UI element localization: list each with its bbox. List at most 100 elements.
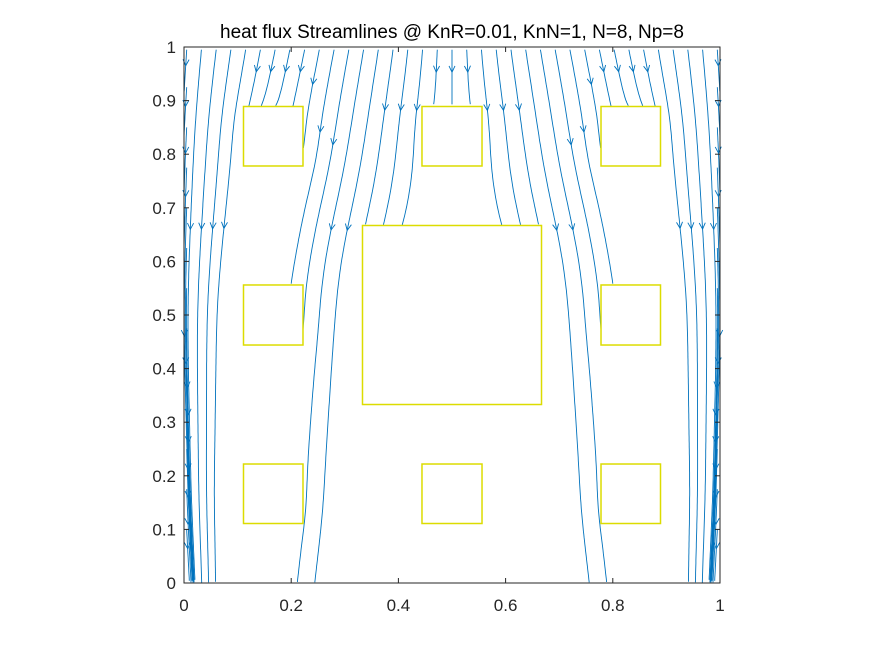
streamline-arrow bbox=[483, 103, 491, 112]
x-tick-label: 0 bbox=[179, 596, 188, 615]
streamline bbox=[510, 49, 539, 225]
streamline bbox=[525, 49, 590, 583]
streamline-arrow bbox=[713, 542, 721, 550]
streamline-arrow bbox=[586, 77, 594, 86]
streamline-arrow bbox=[253, 64, 261, 73]
streamline-arrow bbox=[317, 125, 325, 134]
streamline bbox=[433, 49, 438, 105]
streamline bbox=[466, 49, 471, 105]
axes-layer: 0 0.2 0.4 0.6 0.8 1 0 0.1 0.2 0.3 0.4 0.5 0.6 0.7 0.8 0… bbox=[152, 38, 724, 615]
streamline bbox=[495, 49, 522, 225]
streamline-arrow bbox=[184, 490, 192, 499]
streamline bbox=[292, 49, 306, 107]
obstacle-bottom-middle bbox=[421, 463, 483, 525]
y-tick-label: 0.6 bbox=[152, 252, 176, 271]
streamline bbox=[275, 49, 291, 106]
x-tick-label: 1 bbox=[715, 596, 724, 615]
streamline-arrow bbox=[328, 223, 336, 232]
streamline bbox=[569, 49, 614, 284]
streamline bbox=[712, 489, 718, 583]
streamline bbox=[584, 49, 602, 149]
streamline-arrow bbox=[712, 517, 720, 526]
streamline bbox=[186, 529, 190, 581]
streamline-arrow bbox=[579, 125, 587, 134]
streamline bbox=[554, 49, 602, 329]
streamline bbox=[481, 49, 503, 226]
streamline bbox=[183, 49, 188, 92]
streamline-arrow bbox=[187, 222, 194, 231]
streamline bbox=[186, 368, 195, 581]
streamline-arrow bbox=[710, 222, 717, 231]
streamline bbox=[628, 49, 644, 106]
streamline-arrow bbox=[310, 77, 318, 86]
y-tick-label: 0.5 bbox=[152, 306, 176, 325]
chart-title: heat flux Streamlines @ KnR=0.01, KnN=1,… bbox=[220, 22, 684, 43]
streamline-arrow bbox=[448, 65, 456, 74]
y-tick-label: 0.9 bbox=[152, 92, 176, 111]
streamlines-layer bbox=[180, 49, 724, 583]
streamline-arrow bbox=[198, 222, 206, 231]
obstacle-bottom-right bbox=[600, 463, 662, 525]
x-tick-label: 0.6 bbox=[494, 596, 518, 615]
obstacle-bottom-left bbox=[242, 463, 304, 525]
streamline-arrow bbox=[712, 463, 720, 471]
y-tick-label: 0.4 bbox=[152, 360, 176, 379]
x-tick-label: 0.2 bbox=[279, 596, 303, 615]
obstacle-top-left bbox=[242, 105, 304, 167]
streamline-arrow bbox=[464, 65, 471, 74]
y-tick-label: 0.1 bbox=[152, 520, 176, 539]
streamline bbox=[290, 49, 335, 284]
streamline-arrow bbox=[183, 542, 191, 550]
streamline-arrow bbox=[552, 223, 560, 232]
streamline bbox=[598, 49, 612, 107]
y-tick-label: 0.2 bbox=[152, 467, 176, 486]
streamline-arrow bbox=[330, 137, 338, 146]
obstacle-middle-left bbox=[242, 284, 304, 346]
streamline-arrow bbox=[221, 221, 228, 230]
streamline bbox=[213, 49, 247, 582]
streamline-arrow bbox=[687, 222, 695, 230]
streamline-arrow bbox=[297, 64, 305, 73]
streamline-arrow bbox=[184, 436, 192, 444]
streamline-arrow bbox=[643, 64, 651, 73]
streamline-arrow bbox=[676, 221, 683, 230]
streamline bbox=[296, 49, 365, 583]
streamline-arrow bbox=[566, 137, 574, 146]
streamline-arrow bbox=[499, 103, 507, 112]
streamline-arrow bbox=[209, 222, 217, 230]
streamline-arrow bbox=[712, 490, 720, 499]
streamline bbox=[711, 448, 718, 581]
streamline bbox=[613, 49, 629, 106]
streamline bbox=[672, 49, 699, 583]
streamline bbox=[643, 49, 656, 107]
streamline-arrow bbox=[283, 64, 290, 73]
y-tick-label: 0 bbox=[167, 574, 176, 593]
streamline bbox=[709, 368, 718, 581]
streamline-arrow bbox=[433, 65, 440, 74]
streamline bbox=[365, 49, 394, 225]
x-tick-label: 0.4 bbox=[387, 596, 411, 615]
streamline bbox=[302, 49, 350, 329]
streamline bbox=[314, 49, 379, 583]
streamline-arrow bbox=[397, 103, 405, 112]
streamline bbox=[716, 49, 721, 92]
y-tick-label: 1 bbox=[167, 38, 176, 57]
streamline bbox=[382, 49, 409, 225]
streamline bbox=[196, 49, 217, 583]
y-tick-label: 0.3 bbox=[152, 413, 176, 432]
streamline-arrow bbox=[382, 103, 389, 112]
obstacle-top-middle bbox=[421, 105, 483, 167]
streamline-arrow bbox=[184, 463, 192, 471]
y-tick-label: 0.8 bbox=[152, 145, 176, 164]
y-tick-label: 0.7 bbox=[152, 199, 176, 218]
streamline-arrow bbox=[698, 222, 706, 231]
streamline bbox=[186, 448, 193, 581]
streamline-arrow bbox=[344, 223, 352, 232]
obstacles-layer bbox=[242, 105, 662, 525]
streamline bbox=[539, 49, 608, 583]
streamline-arrow bbox=[712, 436, 720, 444]
obstacle-middle-right bbox=[600, 284, 662, 346]
streamline-arrow bbox=[184, 517, 192, 526]
streamline bbox=[401, 49, 423, 226]
